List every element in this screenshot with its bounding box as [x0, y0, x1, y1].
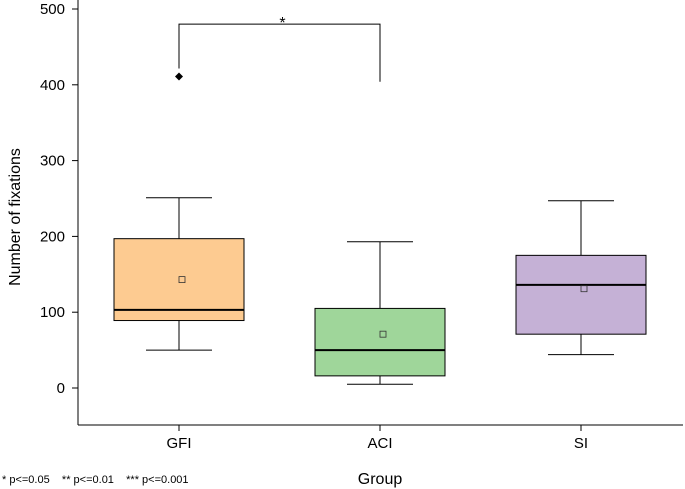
x-tick-label: ACI — [367, 435, 392, 452]
significance-label: * — [279, 15, 285, 32]
mean-marker — [178, 276, 186, 284]
y-tick-label: 500 — [40, 1, 65, 18]
y-axis-title: Number of fixations — [7, 148, 24, 286]
significance-footnote: * p<=0.05 ** p<=0.01 *** p<=0.001 — [2, 474, 189, 486]
x-tick-label: GFI — [167, 435, 192, 452]
y-tick-label: 0 — [57, 380, 65, 397]
y-tick-label: 400 — [40, 77, 65, 94]
y-tick-label: 300 — [40, 153, 65, 170]
y-tick-label: 100 — [40, 304, 65, 321]
box-aci — [314, 307, 446, 377]
mean-marker — [379, 330, 387, 338]
y-tick-label: 200 — [40, 228, 65, 245]
x-axis-title: Group — [358, 471, 403, 488]
significance-bracket — [178, 23, 381, 82]
outlier-point — [175, 72, 183, 81]
box-si — [515, 254, 647, 335]
mean-marker — [580, 285, 588, 293]
plot-area: 0 100 200 300 400 500 GFI ACI SI * — [40, 0, 683, 452]
x-tick-label: SI — [574, 435, 588, 452]
